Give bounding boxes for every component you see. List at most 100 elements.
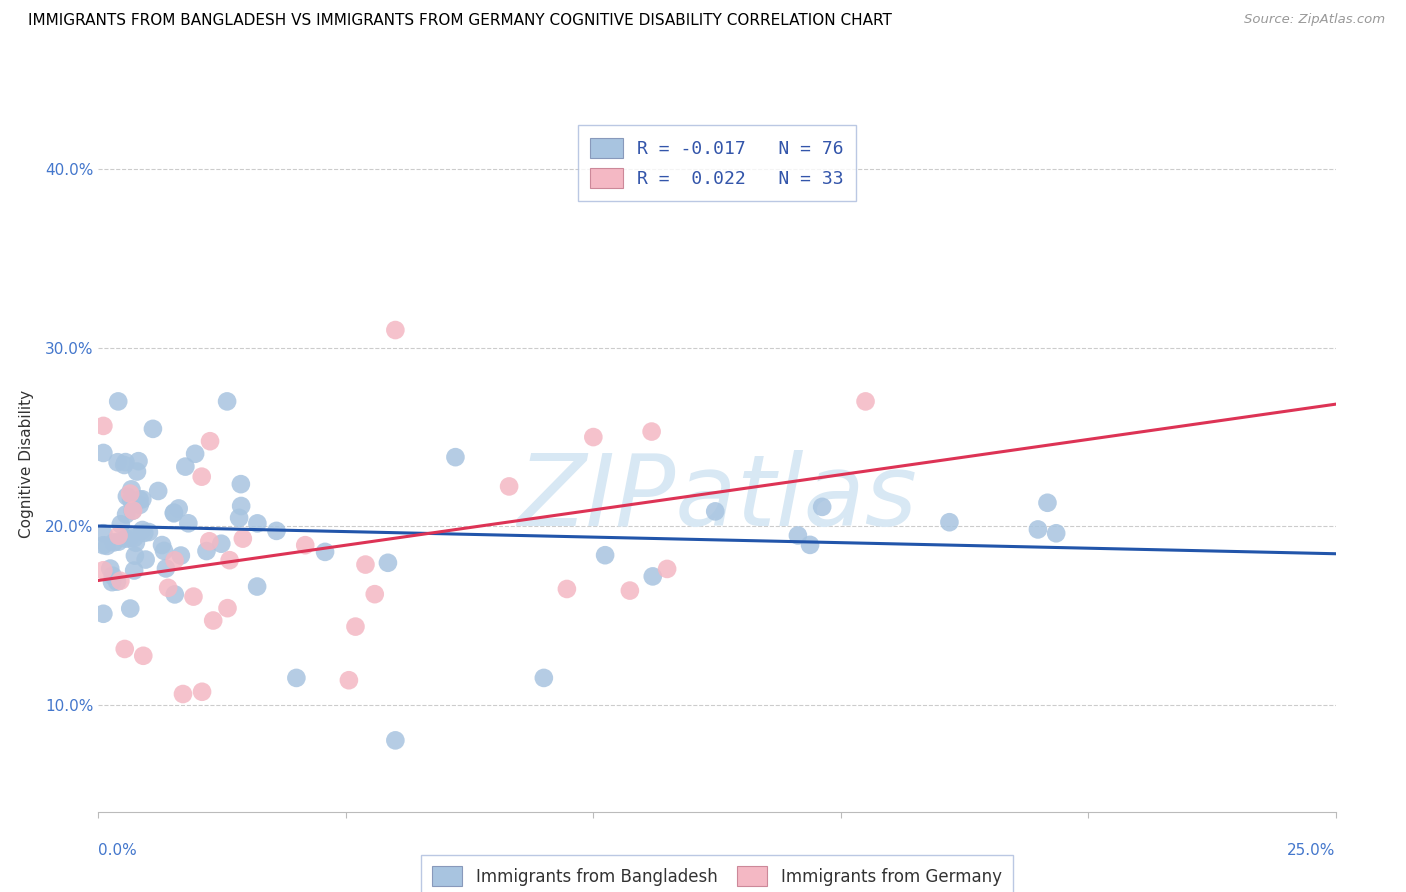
Point — [640, 425, 662, 439]
Point — [96, 539, 118, 553]
Point — [217, 601, 239, 615]
Point — [218, 553, 240, 567]
Point — [148, 483, 170, 498]
Point — [128, 454, 150, 468]
Point — [266, 524, 288, 538]
Point — [811, 500, 834, 514]
Text: ZIPatlas: ZIPatlas — [517, 450, 917, 547]
Point — [231, 499, 253, 513]
Point — [115, 532, 138, 546]
Text: IMMIGRANTS FROM BANGLADESH VS IMMIGRANTS FROM GERMANY COGNITIVE DISABILITY CORRE: IMMIGRANTS FROM BANGLADESH VS IMMIGRANTS… — [28, 13, 891, 29]
Point — [101, 568, 124, 582]
Point — [120, 493, 142, 508]
Point — [93, 607, 115, 621]
Point — [153, 544, 176, 558]
Point — [246, 580, 269, 594]
Point — [122, 564, 145, 578]
Point — [167, 501, 190, 516]
Point — [163, 506, 186, 520]
Point — [314, 545, 336, 559]
Point — [157, 581, 180, 595]
Point — [195, 544, 218, 558]
Point — [704, 504, 727, 518]
Point — [120, 601, 142, 615]
Point — [121, 504, 143, 518]
Point — [112, 458, 135, 472]
Point — [114, 642, 136, 657]
Point — [533, 671, 555, 685]
Point — [131, 523, 153, 537]
Point — [1036, 496, 1059, 510]
Point — [938, 515, 960, 529]
Point — [174, 459, 197, 474]
Point — [110, 517, 132, 532]
Point — [246, 516, 269, 531]
Point — [103, 535, 125, 549]
Y-axis label: Cognitive Disability: Cognitive Disability — [18, 390, 34, 538]
Point — [619, 583, 641, 598]
Point — [134, 525, 156, 540]
Point — [191, 685, 214, 699]
Point — [582, 430, 605, 444]
Point — [190, 469, 212, 483]
Point — [125, 535, 148, 549]
Point — [217, 394, 239, 409]
Point — [93, 446, 115, 460]
Point — [184, 447, 207, 461]
Point — [93, 538, 115, 552]
Point — [107, 529, 129, 543]
Point — [131, 492, 153, 507]
Point — [209, 537, 232, 551]
Point — [163, 587, 186, 601]
Point — [1045, 526, 1067, 541]
Point — [285, 671, 308, 685]
Point — [354, 558, 377, 572]
Point — [128, 498, 150, 512]
Point — [163, 553, 186, 567]
Point — [344, 619, 367, 633]
Point — [120, 483, 142, 497]
Point — [142, 422, 165, 436]
Legend: Immigrants from Bangladesh, Immigrants from Germany: Immigrants from Bangladesh, Immigrants f… — [420, 855, 1014, 892]
Point — [138, 524, 160, 539]
Point — [593, 548, 616, 562]
Point — [229, 477, 252, 491]
Point — [163, 506, 186, 520]
Text: 0.0%: 0.0% — [98, 843, 138, 858]
Point — [198, 534, 221, 549]
Point — [183, 590, 205, 604]
Point — [170, 549, 193, 563]
Point — [110, 574, 132, 588]
Point — [115, 508, 138, 522]
Point — [107, 534, 129, 549]
Point — [655, 562, 678, 576]
Point — [384, 733, 406, 747]
Point — [107, 455, 129, 469]
Point — [93, 418, 115, 433]
Point — [122, 503, 145, 517]
Point — [93, 526, 115, 541]
Point — [787, 528, 810, 542]
Text: 25.0%: 25.0% — [1288, 843, 1336, 858]
Point — [93, 563, 115, 577]
Point — [132, 648, 155, 663]
Point — [124, 549, 146, 563]
Point — [98, 561, 121, 575]
Point — [1026, 523, 1049, 537]
Point — [855, 394, 877, 409]
Point — [172, 687, 194, 701]
Point — [135, 552, 157, 566]
Point — [101, 575, 124, 590]
Point — [105, 574, 128, 589]
Point — [232, 532, 254, 546]
Point — [337, 673, 360, 688]
Point — [107, 394, 129, 409]
Point — [122, 531, 145, 545]
Point — [377, 556, 399, 570]
Point — [198, 434, 221, 449]
Point — [228, 511, 250, 525]
Point — [498, 479, 520, 493]
Point — [444, 450, 467, 465]
Point — [155, 561, 177, 575]
Text: Source: ZipAtlas.com: Source: ZipAtlas.com — [1244, 13, 1385, 27]
